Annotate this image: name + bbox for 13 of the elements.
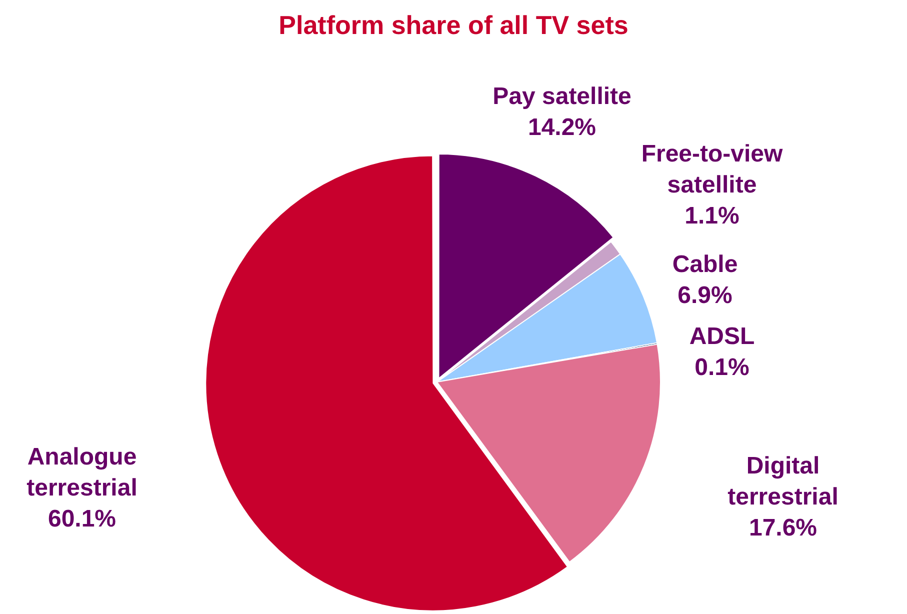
slice-label: Pay satellite [492,82,632,112]
slice-label: Free-to-view satellite [640,140,784,200]
data-label: 1.1% [684,202,740,232]
slice-label: ADSL [689,322,755,352]
data-label: 14.2% [526,113,598,143]
chart-title: Platform share of all TV sets [278,10,630,41]
data-label: 6.9% [676,281,734,311]
slice-label: Analogue terrestrial [26,442,138,504]
data-label: 60.1% [46,504,118,534]
data-label: 0.1% [694,353,750,383]
slice-label: Cable [672,250,738,280]
data-label: 17.6% [748,514,818,544]
slice-label: Digital terrestrial [726,452,840,512]
